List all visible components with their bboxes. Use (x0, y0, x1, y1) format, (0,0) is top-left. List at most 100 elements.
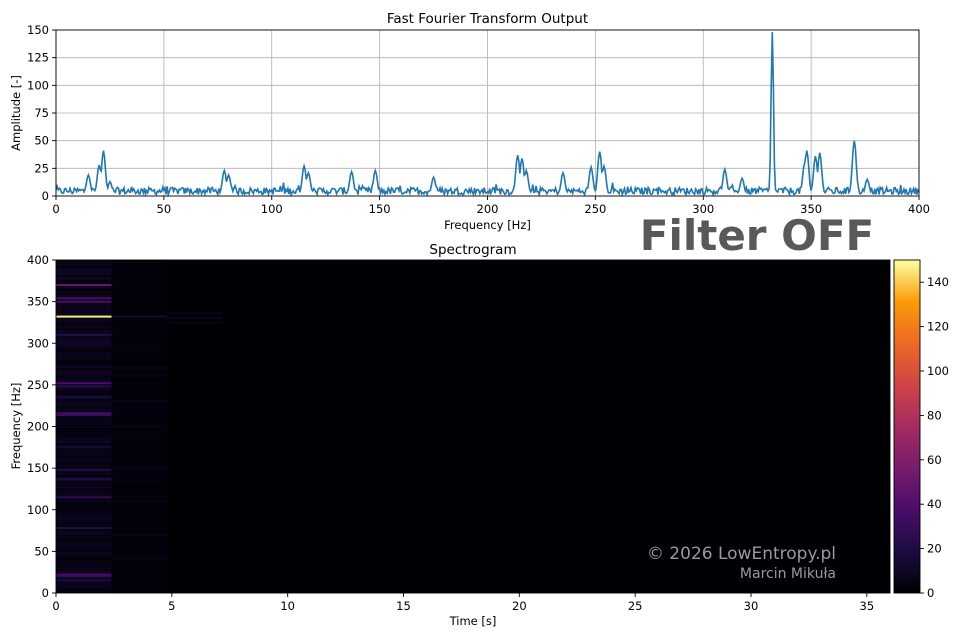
spectrogram-cell (56, 348, 112, 350)
spectrogram-cell (111, 481, 168, 484)
spectrogram-cell (111, 291, 168, 294)
spectrogram-cell (56, 563, 112, 565)
spectrogram-cell (56, 369, 112, 372)
colorbar-ticks: 0 20 40 60 80 100 120 140 (920, 275, 949, 600)
spectrogram-cell (111, 273, 168, 275)
spectrogram-cell (56, 279, 112, 282)
spectrogram-cell (56, 376, 112, 379)
spectrogram-cell (111, 438, 168, 440)
spectrogram-cell (111, 271, 168, 274)
spectrogram-cell (111, 513, 168, 515)
spectrogram-cell (111, 556, 168, 559)
spectrogram-cell (111, 576, 168, 579)
spectrogram-cell (56, 564, 112, 567)
spectrogram-cell (56, 433, 112, 435)
spectrogram-y-tick-label: 200 (27, 420, 49, 434)
spectrogram-cell (56, 476, 112, 479)
fft-chart: 0 50 100 150 200 250 300 350 400 0 25 50 75 100 125 15… (9, 11, 930, 232)
spectrogram-cell (111, 318, 168, 320)
spectrogram-cell (111, 516, 168, 519)
spectrogram-cell (111, 564, 168, 567)
spectrogram-cell (111, 386, 168, 389)
spectrogram-x-tick-label: 35 (860, 599, 875, 613)
spectrogram-cell (111, 373, 168, 375)
spectrogram-cell (111, 471, 168, 474)
spectrogram-cell (111, 359, 168, 362)
spectrogram-cell (111, 528, 168, 530)
spectrogram-cell (56, 419, 112, 422)
spectrogram-cell (111, 518, 168, 520)
spectrogram-cell (56, 273, 112, 275)
spectrogram-cell (56, 329, 112, 332)
spectrogram-cell (56, 481, 112, 484)
watermark-author: Marcin Mikuła (740, 566, 836, 582)
spectrogram-cell (111, 263, 168, 265)
spectrogram-cell (111, 408, 168, 410)
spectrogram-cell (111, 293, 168, 295)
spectrogram-cell (56, 591, 112, 593)
spectrogram-cell (111, 301, 168, 304)
spectrogram-cell (111, 334, 168, 337)
spectrogram-cell (111, 459, 168, 462)
spectrogram-cell (56, 588, 112, 590)
spectrogram-cell (111, 348, 168, 350)
spectrogram-cell (56, 343, 112, 345)
spectrogram-cell (111, 561, 168, 564)
spectrogram-cell (111, 276, 168, 279)
spectrogram-cell (56, 521, 112, 524)
spectrogram-cell (111, 296, 168, 299)
spectrogram-cell (111, 563, 168, 565)
spectrogram-cell (111, 503, 168, 505)
spectrogram-cell (111, 474, 168, 477)
spectrogram-cell (111, 343, 168, 345)
spectrogram-cell (111, 551, 168, 554)
spectrogram-cell (111, 549, 168, 552)
spectrogram-cell (56, 308, 112, 310)
spectrogram-cell (56, 508, 112, 510)
spectrogram-cell (111, 486, 168, 489)
spectrogram-cell (111, 511, 168, 514)
spectrogram-cell (111, 464, 168, 467)
watermark-copyright: © 2026 LowEntropy.pl (647, 544, 836, 564)
spectrogram-cell (111, 473, 168, 475)
spectrogram-band (56, 283, 112, 286)
spectrogram-cell (56, 448, 112, 450)
spectrogram-cell (56, 513, 112, 515)
spectrogram-cell (56, 363, 112, 365)
spectrogram-cell (111, 303, 168, 305)
spectrogram-cell (111, 354, 168, 357)
fft-x-tick-label: 300 (692, 202, 714, 216)
spectrogram-cell (111, 376, 168, 379)
spectrogram-cell (56, 373, 112, 375)
spectrogram-cell (111, 544, 168, 547)
spectrogram-cell (56, 518, 112, 520)
spectrogram-band (56, 468, 112, 471)
spectrogram-band (56, 396, 112, 399)
spectrogram-cell (111, 261, 168, 264)
spectrogram-cells (56, 260, 223, 593)
spectrogram-cell (56, 504, 112, 507)
spectrogram-cell (56, 351, 112, 354)
spectrogram-cell (56, 374, 112, 377)
spectrogram-cell (56, 586, 112, 589)
spectrogram-cell (56, 371, 112, 374)
spectrogram-cell (56, 269, 112, 272)
spectrogram-cell (111, 374, 168, 377)
spectrogram-band (56, 573, 112, 576)
spectrogram-cell (56, 544, 112, 547)
fft-y-label: Amplitude [-] (9, 75, 23, 151)
spectrogram-cell (111, 489, 168, 492)
spectrogram-cell (111, 331, 168, 334)
spectrogram-cell (56, 566, 112, 569)
spectrogram-cell (56, 571, 112, 574)
spectrogram-cell (111, 514, 168, 517)
spectrogram-cell (111, 543, 168, 545)
spectrogram-cell (111, 463, 168, 465)
spectrogram-cell (56, 336, 112, 339)
spectrogram-cell (56, 488, 112, 490)
spectrogram-cell (111, 476, 168, 479)
spectrogram-cell (56, 541, 112, 544)
spectrogram-cell (111, 409, 168, 412)
spectrogram-cell (111, 423, 168, 425)
spectrogram-band (111, 558, 168, 561)
